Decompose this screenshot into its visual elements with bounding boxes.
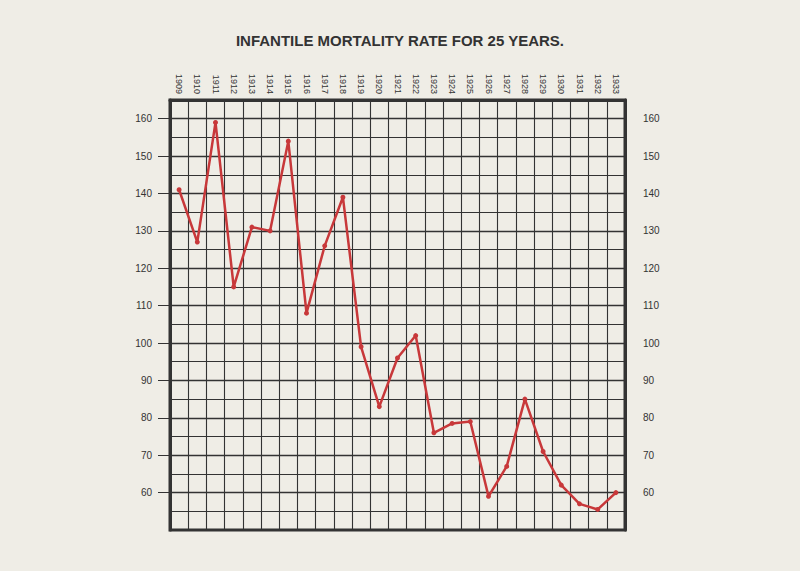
svg-text:1932: 1932 <box>593 74 603 94</box>
svg-text:1920: 1920 <box>374 74 384 94</box>
svg-text:80: 80 <box>141 412 153 423</box>
svg-text:1931: 1931 <box>575 74 585 94</box>
svg-text:130: 130 <box>643 225 660 236</box>
svg-text:140: 140 <box>135 188 152 199</box>
svg-text:60: 60 <box>141 487 153 498</box>
svg-text:90: 90 <box>141 375 153 386</box>
svg-text:70: 70 <box>141 450 153 461</box>
svg-text:110: 110 <box>643 300 659 311</box>
svg-text:110: 110 <box>136 300 152 311</box>
svg-text:1921: 1921 <box>393 74 403 94</box>
svg-text:100: 100 <box>135 338 152 349</box>
svg-text:160: 160 <box>643 113 660 124</box>
svg-text:1911: 1911 <box>211 75 221 94</box>
svg-text:100: 100 <box>643 338 660 349</box>
svg-text:1922: 1922 <box>411 74 421 94</box>
svg-text:1912: 1912 <box>229 74 239 94</box>
svg-text:130: 130 <box>135 225 152 236</box>
svg-text:1916: 1916 <box>302 74 312 94</box>
svg-text:120: 120 <box>643 263 660 274</box>
svg-text:70: 70 <box>643 450 655 461</box>
svg-text:1917: 1917 <box>320 74 330 94</box>
svg-text:1918: 1918 <box>338 74 348 94</box>
svg-text:1928: 1928 <box>520 74 530 94</box>
svg-text:1914: 1914 <box>265 74 275 94</box>
svg-text:1925: 1925 <box>465 74 475 94</box>
svg-text:1924: 1924 <box>447 74 457 94</box>
svg-text:1910: 1910 <box>192 74 202 94</box>
svg-text:80: 80 <box>643 412 655 423</box>
svg-text:90: 90 <box>643 375 655 386</box>
svg-text:1930: 1930 <box>556 74 566 94</box>
svg-text:150: 150 <box>643 151 660 162</box>
svg-text:140: 140 <box>643 188 660 199</box>
svg-text:1926: 1926 <box>484 74 494 94</box>
svg-text:1929: 1929 <box>538 74 548 94</box>
svg-text:60: 60 <box>643 487 655 498</box>
svg-text:1909: 1909 <box>174 74 184 94</box>
svg-text:1913: 1913 <box>247 74 257 94</box>
svg-text:1923: 1923 <box>429 74 439 94</box>
svg-text:1927: 1927 <box>502 74 512 94</box>
svg-text:150: 150 <box>135 151 152 162</box>
svg-text:INFANTILE MORTALITY RATE FOR 2: INFANTILE MORTALITY RATE FOR 25 YEARS. <box>236 32 564 49</box>
svg-text:1933: 1933 <box>611 74 621 94</box>
svg-text:120: 120 <box>135 263 152 274</box>
svg-text:160: 160 <box>135 113 152 124</box>
svg-text:1919: 1919 <box>356 74 366 94</box>
svg-text:1915: 1915 <box>283 74 293 94</box>
